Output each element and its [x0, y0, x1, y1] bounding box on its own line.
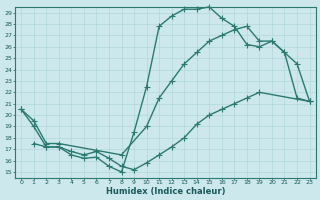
X-axis label: Humidex (Indice chaleur): Humidex (Indice chaleur) — [106, 187, 225, 196]
